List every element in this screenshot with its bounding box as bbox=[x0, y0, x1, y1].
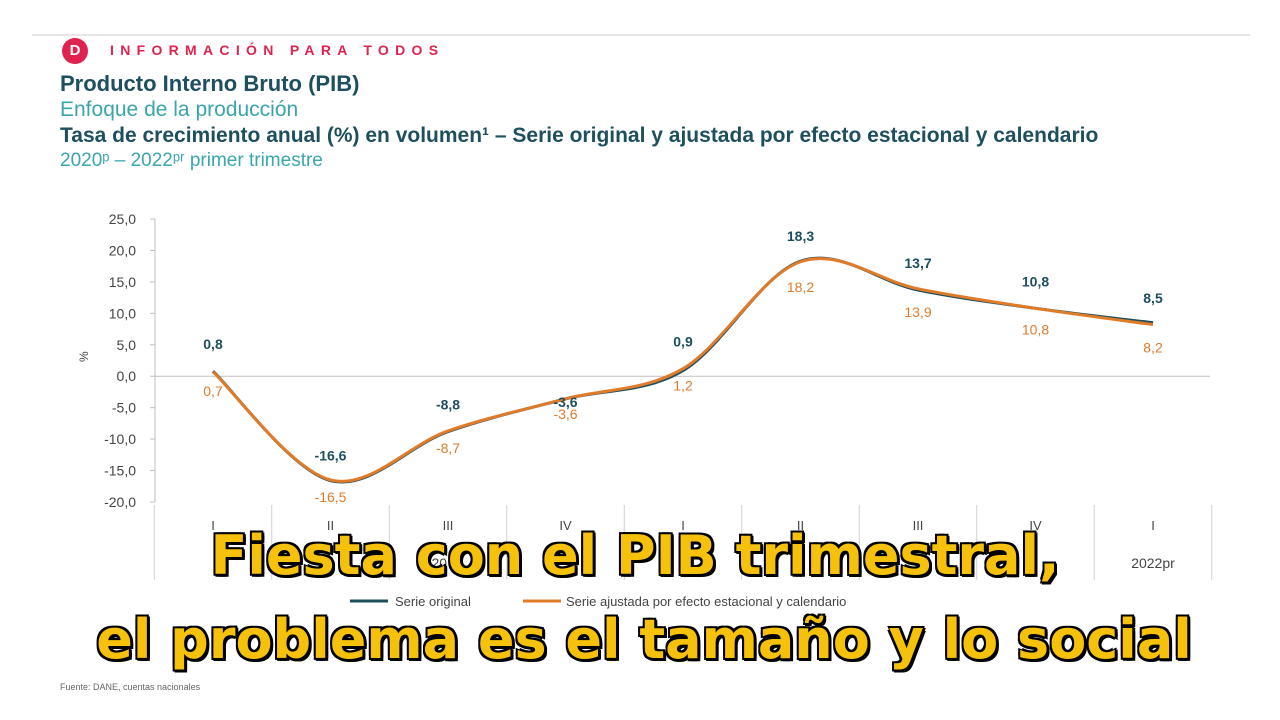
adjusted-data-label: 1,2 bbox=[673, 378, 693, 394]
x-tick-label: III bbox=[443, 518, 454, 533]
y-axis-label: % bbox=[77, 351, 91, 362]
chart-subtitle: Enfoque de la producción bbox=[60, 98, 299, 121]
y-tick-label: -20,0 bbox=[104, 494, 136, 510]
chart-period: 2020ᵖ – 2022ᵖʳ primer trimestre bbox=[60, 150, 323, 171]
x-tick-label: I bbox=[211, 518, 215, 533]
x-tick-label: IV bbox=[1029, 518, 1042, 533]
headline-line-2: el problema es el tamaño y lo social bbox=[95, 607, 1193, 672]
y-tick-label: 10,0 bbox=[109, 305, 136, 321]
original-data-label: 10,8 bbox=[1022, 273, 1049, 289]
y-tick-label: 5,0 bbox=[117, 337, 137, 353]
y-tick-label: -5,0 bbox=[112, 400, 136, 416]
adjusted-data-label: 8,2 bbox=[1143, 340, 1163, 356]
source-note: Fuente: DANE, cuentas nacionales bbox=[60, 682, 201, 692]
brand-tagline: INFORMACIÓN PARA TODOS bbox=[110, 42, 445, 58]
adjusted-data-label: 10,8 bbox=[1022, 321, 1049, 337]
year-label: 2022pr bbox=[1131, 555, 1175, 571]
chart-description: Tasa de crecimiento anual (%) en volumen… bbox=[60, 124, 1099, 147]
adjusted-data-label: 0,7 bbox=[203, 383, 223, 399]
top-divider bbox=[32, 34, 1250, 36]
series-adjusted-line bbox=[211, 257, 1154, 483]
legend-original-label: Serie original bbox=[395, 594, 471, 609]
y-tick-label: 25,0 bbox=[109, 211, 136, 227]
adjusted-data-label: 18,2 bbox=[787, 279, 814, 295]
original-data-label: 8,5 bbox=[1143, 290, 1163, 306]
adjusted-data-label: -8,7 bbox=[436, 440, 460, 456]
x-tick-label: I bbox=[1151, 518, 1155, 533]
original-data-label: 0,9 bbox=[673, 334, 693, 350]
x-tick-label: II bbox=[327, 518, 334, 533]
chart-title: Producto Interno Bruto (PIB) bbox=[60, 71, 360, 96]
original-data-label: -8,8 bbox=[436, 397, 460, 413]
y-tick-label: 15,0 bbox=[109, 274, 136, 290]
brand-logo: D bbox=[62, 38, 88, 64]
original-data-label: -16,6 bbox=[315, 448, 347, 464]
x-tick-label: III bbox=[913, 518, 924, 533]
x-tick-label: IV bbox=[559, 518, 572, 533]
y-tick-label: 0,0 bbox=[117, 368, 137, 384]
y-tick-label: 20,0 bbox=[109, 242, 136, 258]
original-data-label: -3,6 bbox=[553, 394, 577, 410]
y-tick-label: -10,0 bbox=[104, 431, 136, 447]
original-data-label: 18,3 bbox=[787, 228, 814, 244]
legend-adjusted-label: Serie ajustada por efecto estacional y c… bbox=[566, 594, 846, 609]
original-data-label: 0,8 bbox=[203, 336, 223, 352]
headline-line-1: Fiesta con el PIB trimestral, bbox=[209, 523, 1060, 588]
x-tick-label: I bbox=[681, 518, 685, 533]
x-tick-label: II bbox=[797, 518, 804, 533]
original-data-label: 13,7 bbox=[904, 255, 931, 271]
adjusted-data-label: 13,9 bbox=[904, 304, 931, 320]
year-label: 20 bbox=[431, 555, 447, 571]
adjusted-data-label: -16,5 bbox=[315, 489, 347, 505]
y-tick-label: -15,0 bbox=[104, 463, 136, 479]
adjusted-data-label: -3,6 bbox=[553, 406, 577, 422]
